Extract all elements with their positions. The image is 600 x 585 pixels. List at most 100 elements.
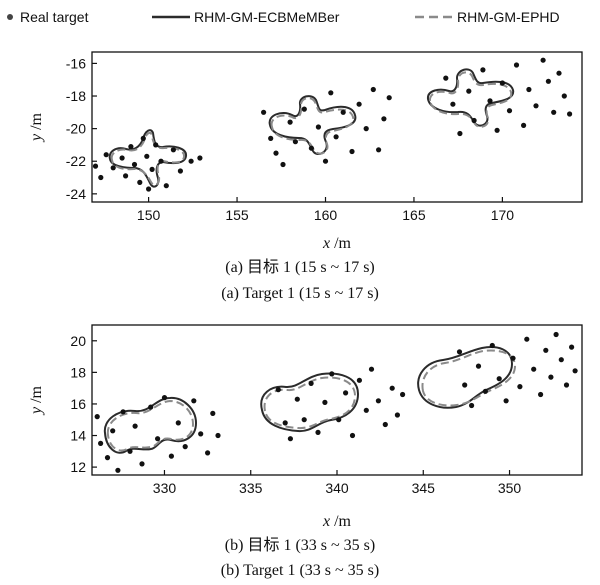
- chart-a-xtick-label-2: 160: [314, 207, 338, 223]
- chart-a-point-39: [386, 95, 392, 101]
- chart-a-ephd-shape-3: [428, 71, 513, 128]
- chart-b-point-55: [553, 331, 559, 338]
- chart-b-point-2: [104, 455, 111, 461]
- chart-b-ytick-label-3: 18: [70, 364, 86, 380]
- chart-a-point-1: [98, 174, 104, 181]
- chart-b-point-18: [210, 410, 216, 416]
- chart-a-ecbmember-shape-2: [268, 95, 357, 155]
- chart-a-point-28: [315, 124, 321, 130]
- chart-b-point-7: [132, 423, 138, 429]
- chart-a-point-37: [376, 147, 382, 153]
- chart-a-point-3: [110, 165, 116, 171]
- chart-b-point-51: [531, 366, 537, 372]
- chart-b-xlabel-var: x: [322, 513, 330, 530]
- caption-b-english: (b) Target 1 (33 s ~ 35 s): [220, 562, 380, 579]
- chart-b-point-34: [368, 366, 375, 372]
- chart-a-point-22: [273, 150, 279, 156]
- chart-a-xlabel: x /m: [322, 235, 352, 252]
- chart-a-ephd-shape-2: [270, 97, 355, 155]
- chart-b-point-8: [139, 461, 145, 467]
- chart-a-point-51: [521, 122, 527, 128]
- chart-b-point-36: [382, 421, 388, 428]
- chart-a-point-33: [349, 148, 355, 155]
- chart-b-point-15: [191, 398, 197, 404]
- chart-b-point-57: [563, 382, 570, 388]
- chart-a-xtick-label-4: 170: [491, 207, 515, 223]
- chart-b-point-4: [115, 467, 121, 473]
- chart-b-point-11: [161, 395, 168, 401]
- chart-b-point-54: [548, 374, 554, 380]
- chart-b-point-49: [517, 384, 523, 390]
- chart-a-point-11: [146, 186, 152, 192]
- chart-b-x-axis: 330 335 340 345 350: [153, 470, 521, 496]
- chart-b-point-14: [182, 444, 188, 450]
- chart-b-point-27: [322, 399, 328, 405]
- chart-a-ytick-label-0: -16: [66, 55, 86, 71]
- chart-a-point-43: [466, 88, 472, 94]
- chart-b: 330 335 340 345 350 12 14 16 18 20 x /m y /m: [28, 324, 583, 530]
- chart-b-point-48: [510, 355, 516, 361]
- chart-b-point-3: [110, 428, 116, 434]
- chart-a-points: [92, 57, 573, 192]
- chart-b-point-43: [475, 363, 482, 369]
- chart-a-point-25: [292, 139, 298, 145]
- chart-a-point-59: [567, 111, 573, 117]
- chart-b-point-26: [315, 429, 321, 435]
- caption-b-chinese: (b) 目标 1 (33 s ~ 35 s): [224, 537, 376, 554]
- chart-a-point-46: [487, 98, 493, 104]
- chart-b-point-30: [343, 390, 349, 396]
- chart-b-point-0: [94, 414, 100, 420]
- caption-a-chinese: (a) 目标 1 (15 s ~ 17 s): [225, 259, 375, 276]
- chart-a-point-19: [197, 155, 203, 161]
- chart-a-point-44: [471, 117, 477, 124]
- chart-b-points: [94, 331, 578, 473]
- chart-a-xtick-label-1: 155: [225, 207, 249, 223]
- chart-b-ytick-label-2: 16: [70, 396, 86, 412]
- chart-b-point-22: [287, 436, 293, 442]
- chart-b-point-32: [356, 377, 362, 383]
- chart-a-point-40: [443, 75, 449, 81]
- chart-b-point-52: [538, 391, 544, 398]
- chart-a-point-50: [513, 62, 520, 68]
- chart-a-point-0: [92, 163, 99, 169]
- chart-a-ylabel-unit: /m: [28, 112, 45, 133]
- chart-a-point-54: [540, 57, 546, 63]
- chart-a-point-38: [381, 116, 387, 122]
- chart-a-point-9: [140, 135, 146, 141]
- chart-a-point-12: [149, 166, 155, 172]
- chart-b-ytick-label-1: 14: [70, 428, 86, 444]
- chart-b-point-46: [496, 376, 502, 382]
- chart-b-xlabel: x /m: [322, 513, 352, 530]
- chart-b-point-29: [336, 417, 342, 423]
- chart-a-ytick-label-2: -20: [66, 121, 86, 137]
- chart-a-point-36: [370, 86, 376, 93]
- chart-b-point-45: [489, 342, 495, 349]
- chart-b-ecbmember-shape-3: [417, 346, 514, 409]
- chart-a-point-58: [561, 93, 567, 99]
- chart-b-point-31: [349, 432, 356, 439]
- legend-real-target-marker: [7, 14, 13, 20]
- chart-a-point-52: [526, 86, 532, 93]
- chart-a: 150 155 160 165 170 -16 -18 -20 -22 -24 x /m y /…: [28, 51, 583, 252]
- chart-a-xlabel-var: x: [322, 235, 330, 252]
- chart-a-point-24: [287, 119, 293, 125]
- chart-a-y-axis: -16 -18 -20 -22 -24: [66, 55, 97, 202]
- chart-b-point-23: [294, 396, 300, 402]
- chart-a-point-42: [457, 130, 463, 137]
- chart-a-ephd-shape-1: [110, 131, 186, 186]
- chart-a-point-6: [128, 144, 134, 150]
- chart-a-point-20: [261, 109, 267, 115]
- chart-b-point-21: [282, 420, 288, 426]
- chart-a-xlabel-unit: /m: [330, 235, 351, 252]
- chart-b-point-13: [175, 420, 181, 426]
- chart-b-point-50: [524, 336, 530, 342]
- chart-a-point-57: [556, 70, 562, 76]
- chart-a-point-4: [119, 155, 125, 161]
- chart-a-point-14: [158, 158, 164, 164]
- caption-a-english: (a) Target 1 (15 s ~ 17 s): [221, 285, 379, 302]
- chart-b-point-47: [503, 398, 509, 404]
- chart-b-point-16: [198, 431, 204, 437]
- chart-b-point-40: [456, 349, 463, 355]
- legend-ecbmember-label: RHM-GM-ECBMeMBer: [194, 9, 340, 25]
